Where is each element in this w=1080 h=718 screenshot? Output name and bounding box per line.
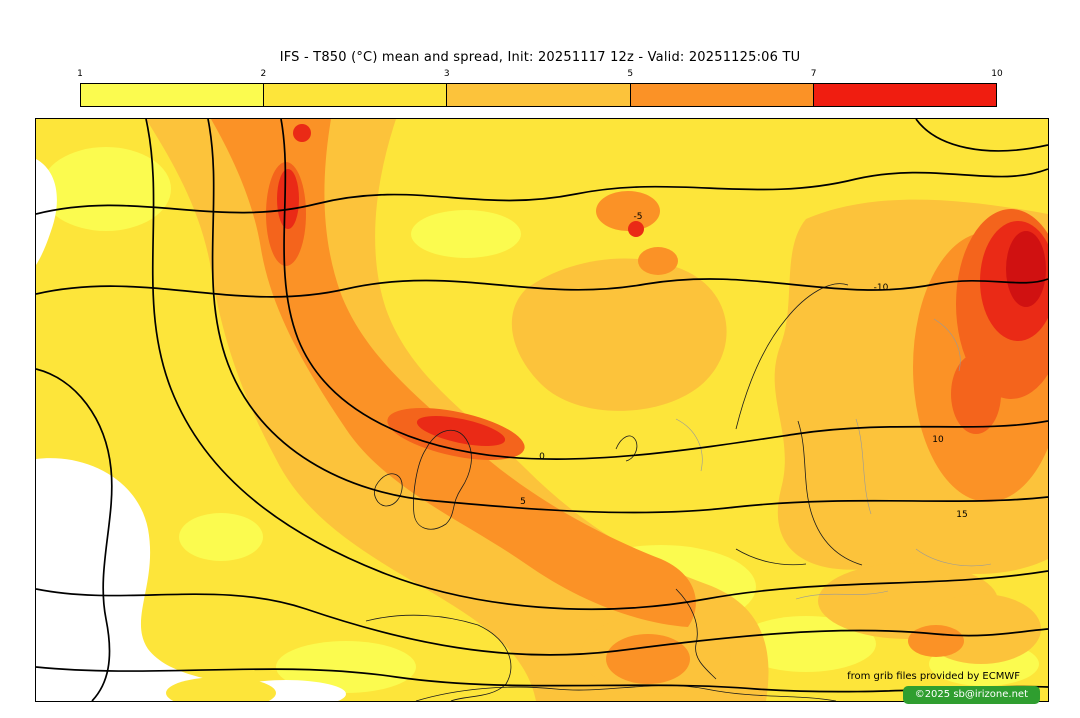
colorbar-tick: 5 xyxy=(627,69,634,79)
colorbar-tick: 7 xyxy=(810,69,817,79)
map-area: -10 -5 0 5 10 15 xyxy=(35,118,1049,702)
contour-label-5: 5 xyxy=(520,497,526,507)
contour-label-10: 10 xyxy=(932,435,944,445)
colorbar-tick: 2 xyxy=(260,69,267,79)
spread-shading-dark-red xyxy=(1006,231,1046,307)
spread-shading-pale xyxy=(41,147,1039,693)
colorbar: 1 2 3 5 7 10 xyxy=(77,69,1003,107)
credit-source: from grib files provided by ECMWF xyxy=(847,671,1020,682)
colorbar-tick: 3 xyxy=(443,69,450,79)
colorbar-segment xyxy=(447,84,631,106)
colorbar-segment xyxy=(630,84,814,106)
colorbar-tick: 10 xyxy=(991,69,1003,79)
map-canvas: -10 -5 0 5 10 15 xyxy=(36,119,1048,701)
coastlines xyxy=(365,283,863,701)
contour-label-15: 15 xyxy=(956,510,967,520)
chart-title: IFS - T850 (°C) mean and spread, Init: 2… xyxy=(279,50,801,65)
land-yellow-patch xyxy=(166,677,276,701)
contour-labels: -10 -5 0 5 10 15 xyxy=(520,212,968,520)
colorbar-segment xyxy=(813,84,997,106)
copyright-badge: ©2025 sb@irizone.net xyxy=(902,686,1040,704)
colorbar-segment xyxy=(264,84,448,106)
colorbar-segment xyxy=(81,84,265,106)
contour-label-minus10: -10 xyxy=(874,283,889,293)
colorbar-segments xyxy=(80,83,997,107)
contour-label-minus5: -5 xyxy=(634,212,643,222)
colorbar-ticks: 1 2 3 5 7 10 xyxy=(77,69,1003,82)
colorbar-tick: 1 xyxy=(77,69,83,79)
contour-label-zero: 0 xyxy=(539,452,545,462)
temperature-contours xyxy=(36,119,1048,701)
